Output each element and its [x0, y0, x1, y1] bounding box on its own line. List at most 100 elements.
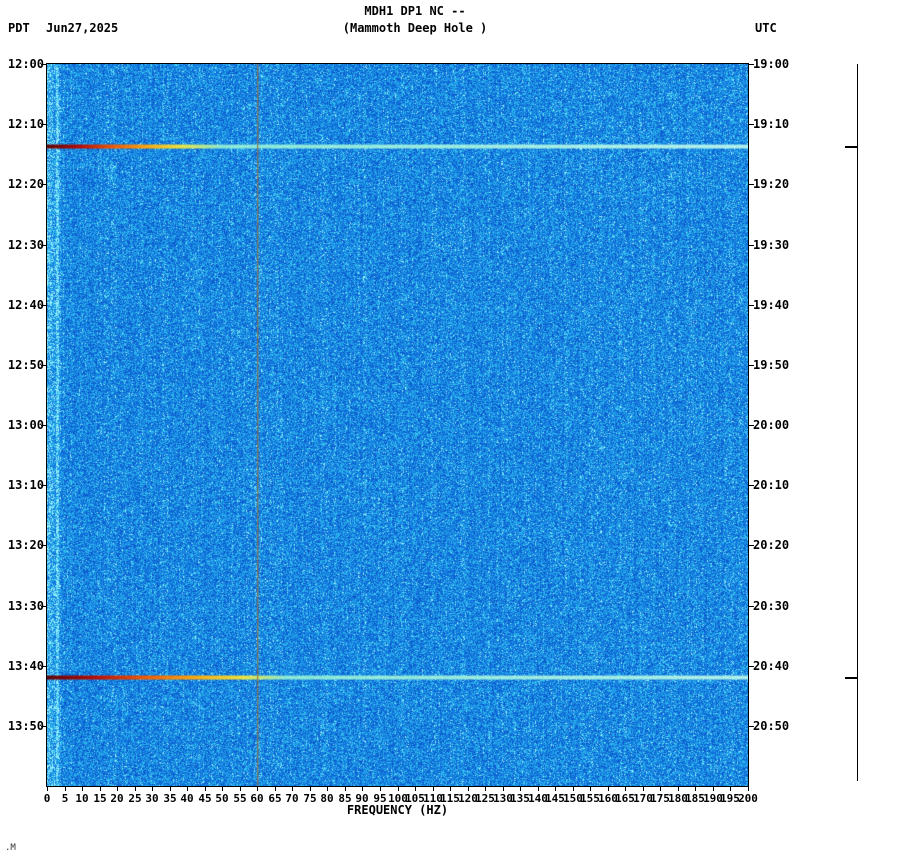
right-time-label: 19:20 [753, 177, 790, 192]
x-tick-label: 135 [510, 792, 530, 805]
x-tick-label: 65 [268, 792, 282, 805]
footer-mark: .M [5, 843, 16, 853]
x-axis-tick [678, 786, 679, 791]
left-axis-tick [41, 184, 47, 185]
left-axis-tick [41, 606, 47, 607]
x-tick-label: 90 [355, 792, 369, 805]
right-axis-tick [748, 124, 754, 125]
x-tick-label: 45 [198, 792, 212, 805]
x-axis-tick [520, 786, 521, 791]
right-time-label: 19:10 [753, 117, 790, 132]
x-axis-tick [748, 786, 749, 791]
x-tick-label: 95 [373, 792, 387, 805]
x-axis-tick [345, 786, 346, 791]
left-time-label: 13:40 [7, 658, 44, 673]
x-tick-label: 30 [145, 792, 159, 805]
x-tick-label: 80 [320, 792, 334, 805]
x-tick-label: 50 [215, 792, 229, 805]
date-label: Jun27,2025 [46, 21, 119, 35]
right-axis-tick [748, 545, 754, 546]
x-tick-label: 140 [528, 792, 548, 805]
right-time-label: 20:00 [753, 418, 790, 432]
left-time-label: 12:30 [7, 237, 44, 252]
left-time-label: 13:50 [7, 718, 44, 733]
x-tick-label: 70 [285, 792, 299, 805]
x-axis-tick [82, 786, 83, 791]
right-axis-tick [748, 64, 754, 65]
left-axis-tick [41, 666, 47, 667]
right-axis-tick [748, 485, 754, 486]
x-tick-label: 155 [580, 792, 600, 805]
left-axis-tick [41, 245, 47, 246]
scale-bar-event-tick [845, 146, 858, 148]
right-axis-tick [748, 365, 754, 366]
x-axis-tick [695, 786, 696, 791]
x-axis-title: FREQUENCY (HZ) [346, 803, 449, 817]
x-axis-tick [292, 786, 293, 791]
right-time-label: 20:30 [753, 598, 790, 613]
right-axis-tick [748, 666, 754, 667]
left-axis-tick [41, 425, 47, 426]
x-axis-tick [538, 786, 539, 791]
x-tick-label: 120 [458, 792, 478, 805]
left-axis-tick [41, 485, 47, 486]
x-tick-label: 195 [720, 792, 740, 805]
x-axis-tick [573, 786, 574, 791]
x-tick-label: 55 [233, 792, 247, 805]
x-tick-label: 105 [405, 792, 425, 805]
left-axis-tick [41, 365, 47, 366]
scale-bar-event-tick [845, 677, 858, 679]
left-axis-tick [41, 64, 47, 65]
x-tick-label: 35 [163, 792, 177, 805]
left-time-label: 13:30 [7, 598, 44, 613]
x-tick-label: 5 [61, 792, 69, 805]
x-tick-label: 25 [128, 792, 142, 805]
x-tick-label: 0 [43, 792, 51, 805]
left-time-label: 13:20 [7, 538, 44, 553]
right-axis-tick [748, 184, 754, 185]
right-time-label: 19:50 [753, 357, 790, 372]
x-axis-tick [187, 786, 188, 791]
x-axis-tick [433, 786, 434, 791]
x-tick-label: 145 [545, 792, 565, 805]
chart-title: MDH1 DP1 NC -- [364, 4, 466, 18]
x-axis-tick [310, 786, 311, 791]
x-axis-tick [240, 786, 241, 791]
x-tick-label: 115 [440, 792, 460, 805]
right-time-label: 20:40 [753, 658, 790, 673]
x-axis-tick [450, 786, 451, 791]
right-time-label: 19:40 [753, 297, 790, 312]
timezone-right-label: UTC [755, 21, 777, 35]
left-time-label: 12:40 [7, 297, 44, 312]
right-time-label: 19:30 [753, 237, 790, 252]
x-axis-tick [222, 786, 223, 791]
x-tick-label: 170 [633, 792, 653, 805]
x-axis-tick [643, 786, 644, 791]
x-axis-tick [117, 786, 118, 791]
x-tick-label: 75 [303, 792, 317, 805]
left-axis-tick [41, 545, 47, 546]
spectrogram-canvas [47, 64, 748, 786]
x-tick-label: 160 [598, 792, 618, 805]
x-axis-tick [415, 786, 416, 791]
right-axis-tick [748, 425, 754, 426]
x-axis-tick [100, 786, 101, 791]
left-time-label: 13:10 [7, 478, 44, 493]
x-axis-tick [485, 786, 486, 791]
x-axis-tick [205, 786, 206, 791]
x-axis-tick [170, 786, 171, 791]
right-axis-tick [748, 305, 754, 306]
x-axis-tick [625, 786, 626, 791]
x-axis-tick [590, 786, 591, 791]
left-time-label: 13:00 [7, 418, 44, 432]
x-tick-label: 190 [703, 792, 723, 805]
right-time-label: 20:10 [753, 478, 790, 493]
timezone-left-label: PDT [8, 21, 30, 35]
x-tick-label: 40 [180, 792, 194, 805]
x-tick-label: 185 [685, 792, 705, 805]
x-tick-label: 60 [250, 792, 264, 805]
x-axis-tick [468, 786, 469, 791]
right-time-label: 20:20 [753, 538, 790, 553]
x-tick-label: 125 [475, 792, 495, 805]
